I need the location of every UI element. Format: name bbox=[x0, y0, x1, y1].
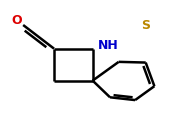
Text: NH: NH bbox=[97, 39, 118, 52]
Text: O: O bbox=[11, 14, 22, 27]
Text: S: S bbox=[141, 18, 150, 32]
